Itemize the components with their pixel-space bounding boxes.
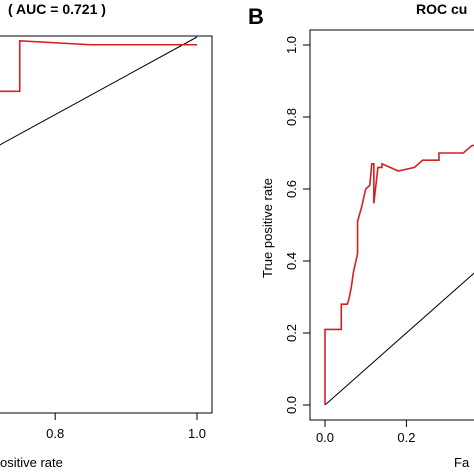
panel-b-x-axis-label: Fa: [454, 455, 470, 470]
panel-b-y-axis-label: True positive rate: [260, 178, 275, 278]
panel-b-y-ticks: 0.0 0.2 0.4 0.6 0.8 1.0: [284, 36, 310, 414]
panel-a: ( AUC = 0.721 ) 0.60.81.0 ositive rate: [0, 1, 213, 470]
panel-a-diagonal: [0, 36, 198, 146]
panel-b-y-tick-label: 0.6: [284, 180, 299, 198]
panel-b-label: B: [248, 4, 264, 29]
panel-b-title: ROC cu: [416, 1, 467, 17]
panel-a-x-tick-label: 0.8: [46, 426, 64, 441]
panel-b: B ROC cu 0.0 0.2 0.4 0.6 0.8 1.0 0.0 0.2 True …: [248, 1, 474, 470]
panel-b-plot-frame: [309, 29, 474, 421]
panel-a-x-axis-label: ositive rate: [0, 455, 63, 470]
panel-b-y-tick-label: 0.2: [284, 324, 299, 342]
panel-a-roc-curve: [0, 40, 197, 93]
panel-b-y-tick-label: 0.0: [284, 396, 299, 414]
panel-b-x-tick-label: 0.0: [316, 430, 334, 445]
panel-b-x-tick-label: 0.2: [397, 430, 415, 445]
panel-b-y-tick-label: 0.4: [284, 252, 299, 270]
panel-b-y-tick-label: 1.0: [284, 36, 299, 54]
panel-a-x-ticks: 0.60.81.0: [46, 413, 206, 441]
panel-a-title: ( AUC = 0.721 ): [8, 1, 106, 17]
panel-b-roc-curve: [324, 144, 474, 405]
panel-b-y-tick-label: 0.8: [284, 108, 299, 126]
panel-a-x-tick-label: 1.0: [188, 426, 206, 441]
panel-b-diagonal: [324, 272, 474, 406]
panel-a-plot-frame: [0, 35, 213, 414]
panel-b-x-ticks: 0.0 0.2: [316, 420, 415, 445]
